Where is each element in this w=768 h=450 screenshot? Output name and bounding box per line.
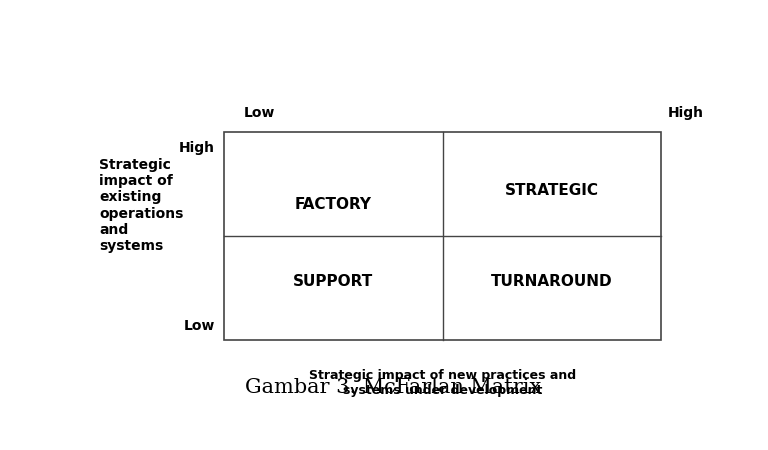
Text: Strategic impact of new practices and
systems under development: Strategic impact of new practices and sy… (310, 369, 576, 397)
Text: Gambar 3. McFarlan Matrix: Gambar 3. McFarlan Matrix (246, 378, 541, 397)
Text: Low: Low (184, 319, 215, 333)
Text: TURNAROUND: TURNAROUND (492, 274, 613, 289)
Text: SUPPORT: SUPPORT (293, 274, 373, 289)
Text: High: High (179, 140, 215, 154)
Text: Low: Low (243, 106, 275, 120)
Text: FACTORY: FACTORY (295, 197, 372, 212)
Text: Strategic
impact of
existing
operations
and
systems: Strategic impact of existing operations … (99, 158, 184, 253)
Bar (224, 132, 661, 340)
Text: STRATEGIC: STRATEGIC (505, 183, 599, 198)
Text: High: High (667, 106, 703, 120)
